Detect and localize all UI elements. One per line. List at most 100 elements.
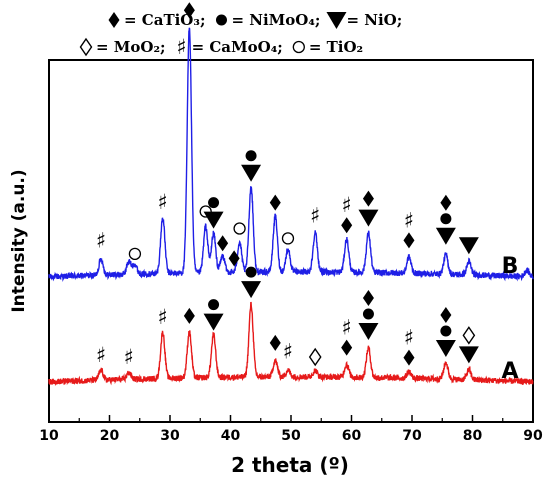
- legend-label: = CaTiO₃;: [124, 11, 205, 29]
- peak-symbol-triangle-down-filled: [358, 209, 379, 227]
- peak-symbol-sharp: ♯: [158, 190, 168, 214]
- series-line-b: [48, 27, 534, 282]
- svg-text:♯: ♯: [310, 204, 320, 228]
- series-label-a: A: [501, 359, 518, 384]
- legend-label: = NiO;: [346, 11, 402, 29]
- peak-symbol-sharp: ♯: [124, 345, 134, 369]
- peak-symbol-circle-filled: [440, 213, 452, 225]
- peak-symbol-triangle-down-filled: [458, 346, 479, 364]
- peak-marker: [128, 247, 142, 261]
- peak-symbol-circle-filled: [440, 325, 452, 337]
- peak-symbol-diamond-filled: [362, 289, 374, 306]
- peak-marker: ♯: [283, 340, 293, 364]
- series-label-b: B: [502, 254, 519, 279]
- peak-symbol-circle-filled: [362, 308, 374, 320]
- peak-symbol-sharp: ♯: [404, 208, 414, 232]
- peak-symbol-diamond-filled: [341, 339, 353, 356]
- peak-marker: [233, 222, 246, 235]
- peak-marker: [358, 190, 379, 227]
- x-tick-label: 10: [39, 428, 59, 444]
- peak-symbol-diamond-filled: [217, 235, 229, 252]
- legend-symbol-circle-filled: [215, 14, 227, 26]
- peak-symbol-sharp: ♯: [342, 316, 352, 340]
- peak-marker: [183, 2, 195, 19]
- peak-symbol-diamond-filled: [440, 306, 452, 323]
- svg-text:♯: ♯: [342, 193, 352, 217]
- x-axis-label: 2 theta (º): [231, 453, 349, 477]
- peak-marker: [435, 194, 456, 245]
- peak-symbol-sharp: ♯: [404, 326, 414, 350]
- peak-marker: [281, 232, 295, 245]
- peak-marker: ♯: [310, 204, 320, 228]
- series-layer: [48, 27, 534, 387]
- peak-symbol-triangle-down-filled: [435, 339, 456, 357]
- peak-symbol-circle-open: [281, 232, 295, 245]
- peak-symbol-sharp: ♯: [283, 340, 293, 364]
- peak-symbol-circle-open: [233, 222, 246, 235]
- x-tick-label: 50: [281, 428, 301, 444]
- x-tick-label: 90: [523, 428, 543, 444]
- peak-symbol-sharp: ♯: [310, 204, 320, 228]
- peak-marker: [458, 237, 479, 255]
- peak-symbol-triangle-down-filled: [203, 211, 224, 229]
- peak-marker: ♯: [341, 316, 353, 356]
- svg-text:♯: ♯: [124, 345, 134, 369]
- x-tick-label: 40: [221, 428, 241, 444]
- peak-marker: [228, 250, 240, 267]
- x-tick-label: 80: [463, 428, 483, 444]
- peak-symbol-diamond-filled: [341, 217, 353, 234]
- peak-symbol-circle-filled: [245, 150, 257, 162]
- x-tick-label: 20: [100, 428, 120, 444]
- peak-marker: ♯: [341, 193, 353, 234]
- svg-text:♯: ♯: [96, 228, 106, 252]
- legend-label: = CaMoO₄;: [192, 38, 283, 56]
- peak-marker: [269, 194, 281, 211]
- peak-marker: ♯: [158, 190, 168, 214]
- legend-symbol-sharp: ♯: [176, 35, 186, 59]
- x-tick-label: 30: [160, 428, 180, 444]
- legend-label: = NiMoO₄;: [231, 11, 320, 29]
- peak-symbol-circle-open: [128, 247, 142, 261]
- peak-symbol-triangle-down-filled: [241, 281, 262, 299]
- legend-line-1: = CaTiO₃; = NiMoO₄; = NiO;: [108, 11, 402, 29]
- legend-label: = MoO₂;: [96, 38, 166, 56]
- peak-symbol-triangle-down-filled: [458, 237, 479, 255]
- peak-marker-layer: ♯ ♯ ♯ ♯ ♯ ♯ ♯ ♯ ♯ ♯ ♯: [96, 2, 479, 369]
- peak-symbol-sharp: ♯: [342, 193, 352, 217]
- peak-symbol-triangle-down-filled: [241, 164, 262, 182]
- x-tick-label: 70: [402, 428, 422, 444]
- peak-marker: ♯: [96, 228, 106, 252]
- peak-marker: [308, 347, 322, 367]
- peak-marker: ♯: [124, 345, 134, 369]
- peak-symbol-circle-filled: [245, 266, 257, 278]
- peak-symbol-sharp: ♯: [158, 305, 168, 329]
- legend: = CaTiO₃; = NiMoO₄; = NiO; = MoO₂; ♯ = CaMoO₄…: [79, 11, 402, 59]
- peak-marker: ♯: [158, 305, 168, 329]
- peak-symbol-diamond-filled: [269, 334, 281, 351]
- legend-label: = TiO₂: [309, 38, 363, 56]
- peak-symbol-circle-filled: [208, 299, 220, 311]
- legend-symbol-circle-open: [292, 40, 305, 54]
- peak-marker: [203, 197, 224, 229]
- x-tick-label: 60: [342, 428, 362, 444]
- peak-marker: [435, 306, 456, 357]
- peak-marker: [241, 266, 262, 299]
- svg-text:♯: ♯: [176, 35, 186, 59]
- svg-text:♯: ♯: [342, 316, 352, 340]
- peak-symbol-diamond-filled: [228, 250, 240, 267]
- peak-marker: [458, 326, 479, 364]
- svg-text:♯: ♯: [96, 343, 106, 367]
- series-labels: BA: [501, 254, 518, 384]
- svg-text:♯: ♯: [404, 326, 414, 350]
- legend-symbol-diamond-open: [79, 37, 93, 57]
- peak-symbol-sharp: ♯: [96, 343, 106, 367]
- peak-symbol-diamond-open: [308, 347, 322, 367]
- peak-marker: [183, 307, 195, 324]
- peak-symbol-circle-filled: [208, 197, 220, 209]
- svg-text:♯: ♯: [283, 340, 293, 364]
- peak-symbol-triangle-down-filled: [358, 322, 379, 340]
- peak-symbol-triangle-down-filled: [435, 227, 456, 245]
- peak-symbol-diamond-filled: [403, 232, 415, 249]
- x-axis-ticks: 10 20 30 40 50 60 70 80 90: [39, 415, 543, 444]
